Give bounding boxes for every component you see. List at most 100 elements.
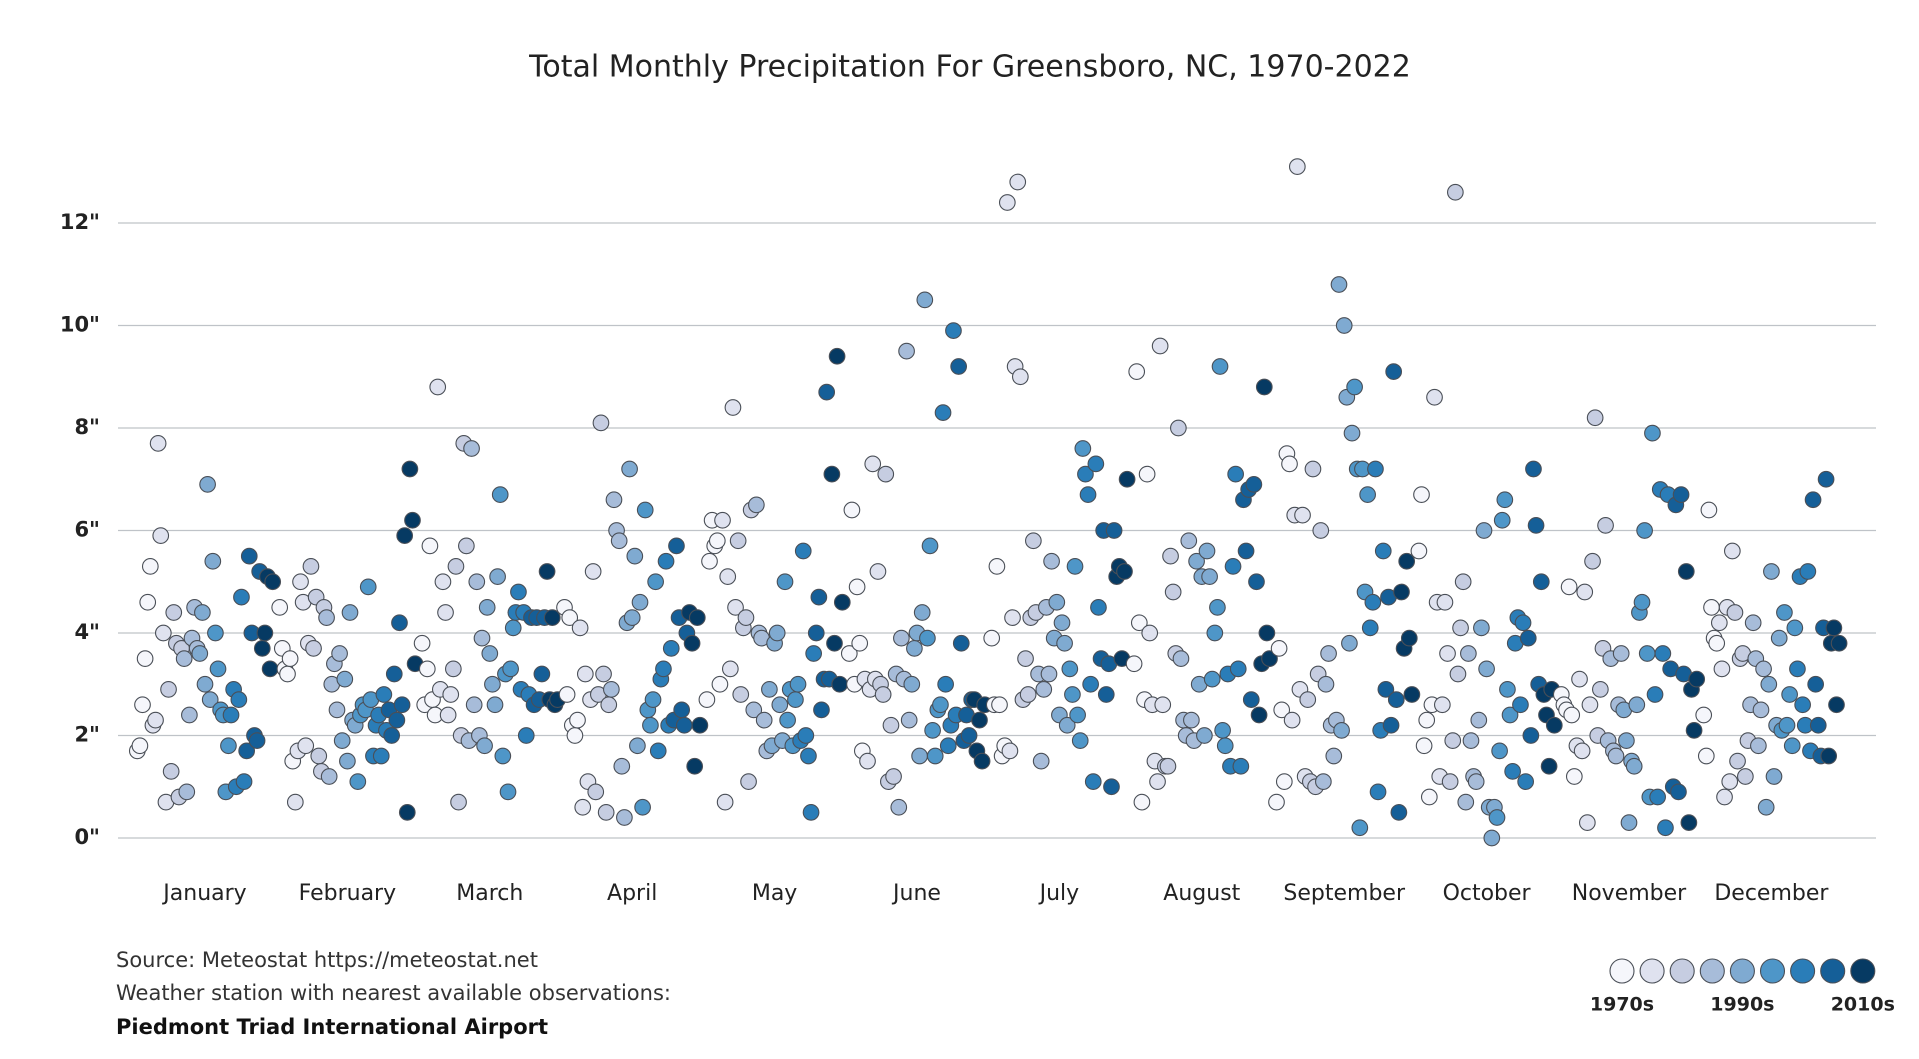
data-point <box>1452 619 1469 637</box>
data-point <box>481 645 499 662</box>
data-point <box>447 558 465 575</box>
data-point <box>248 732 266 749</box>
data-point <box>1390 804 1408 821</box>
data-point <box>1275 773 1293 790</box>
data-point <box>919 629 936 647</box>
data-point <box>1522 727 1540 744</box>
data-point <box>1677 563 1695 580</box>
data-point <box>691 716 709 734</box>
data-point <box>1744 614 1762 632</box>
data-point <box>584 563 602 580</box>
data-point <box>341 604 359 621</box>
source-note: Source: Meteostat https://meteostat.net <box>116 948 538 972</box>
data-point <box>1638 645 1656 662</box>
data-point <box>973 752 991 770</box>
data-point <box>913 604 931 621</box>
data-point <box>1470 711 1488 729</box>
data-point <box>162 763 180 780</box>
data-point <box>396 527 414 544</box>
data-point <box>1527 517 1545 534</box>
data-point <box>1478 660 1495 678</box>
data-point <box>823 465 841 483</box>
data-point <box>1586 409 1604 427</box>
data-point <box>1799 563 1817 580</box>
data-point <box>789 675 807 693</box>
data-point <box>1540 757 1558 775</box>
data-point <box>1214 722 1231 739</box>
x-tick-label: April <box>607 881 657 906</box>
data-point <box>1750 737 1767 755</box>
data-point <box>1183 711 1200 729</box>
data-point <box>359 578 377 596</box>
data-point <box>926 747 944 765</box>
data-point <box>328 701 346 719</box>
data-point <box>233 588 250 606</box>
data-point <box>840 645 858 662</box>
data-point <box>1387 691 1405 708</box>
data-point <box>1162 547 1179 565</box>
data-point <box>491 486 509 503</box>
data-point <box>721 660 739 678</box>
data-point <box>934 404 952 421</box>
data-point <box>468 573 486 591</box>
data-point <box>264 573 282 591</box>
data-point <box>983 629 1001 647</box>
data-point <box>1781 686 1798 703</box>
data-point <box>719 568 737 585</box>
data-point <box>724 399 742 416</box>
data-point <box>1710 614 1728 632</box>
data-point <box>1571 670 1588 688</box>
data-point <box>1776 604 1793 621</box>
data-point <box>484 675 501 693</box>
data-point <box>333 732 351 749</box>
data-point <box>1418 711 1436 729</box>
data-point <box>1441 773 1459 790</box>
data-point <box>1056 634 1073 652</box>
data-point <box>621 460 638 478</box>
data-point <box>1672 486 1690 503</box>
data-point <box>1069 706 1086 724</box>
data-point <box>1273 701 1291 719</box>
data-point <box>1315 773 1332 790</box>
data-point <box>794 542 812 560</box>
data-point <box>194 604 211 621</box>
data-point <box>877 465 895 483</box>
data-point <box>1268 793 1285 811</box>
x-tick-label: November <box>1572 881 1687 906</box>
data-point <box>1377 681 1395 698</box>
data-point <box>885 768 902 785</box>
data-point <box>998 194 1016 211</box>
data-point <box>139 593 157 611</box>
data-point <box>1519 629 1537 647</box>
data-point <box>714 511 731 529</box>
x-tick-label: May <box>752 881 797 906</box>
data-point <box>1475 522 1493 539</box>
legend-swatch <box>1759 958 1786 984</box>
data-point <box>196 675 214 693</box>
data-point <box>1592 681 1609 698</box>
data-point <box>818 383 836 401</box>
data-point <box>279 665 296 683</box>
data-point <box>1403 686 1421 703</box>
data-point <box>1462 732 1480 749</box>
data-point <box>574 798 592 816</box>
data-point <box>136 650 154 667</box>
data-point <box>1043 552 1060 570</box>
legend-label: 2010s <box>1831 994 1895 1016</box>
data-point <box>950 358 968 375</box>
data-point <box>1209 599 1226 616</box>
data-point <box>662 640 680 657</box>
data-point <box>261 660 279 678</box>
data-point <box>1504 763 1521 780</box>
data-point <box>1398 552 1416 570</box>
data-point <box>921 537 939 555</box>
data-point <box>616 809 633 826</box>
data-point <box>1620 814 1638 831</box>
data-point <box>271 599 289 616</box>
data-point <box>1512 696 1529 714</box>
x-tick-label: July <box>1038 881 1080 906</box>
data-point <box>533 665 551 683</box>
data-point <box>1483 829 1501 847</box>
data-point <box>175 650 193 667</box>
data-point <box>1385 363 1403 380</box>
